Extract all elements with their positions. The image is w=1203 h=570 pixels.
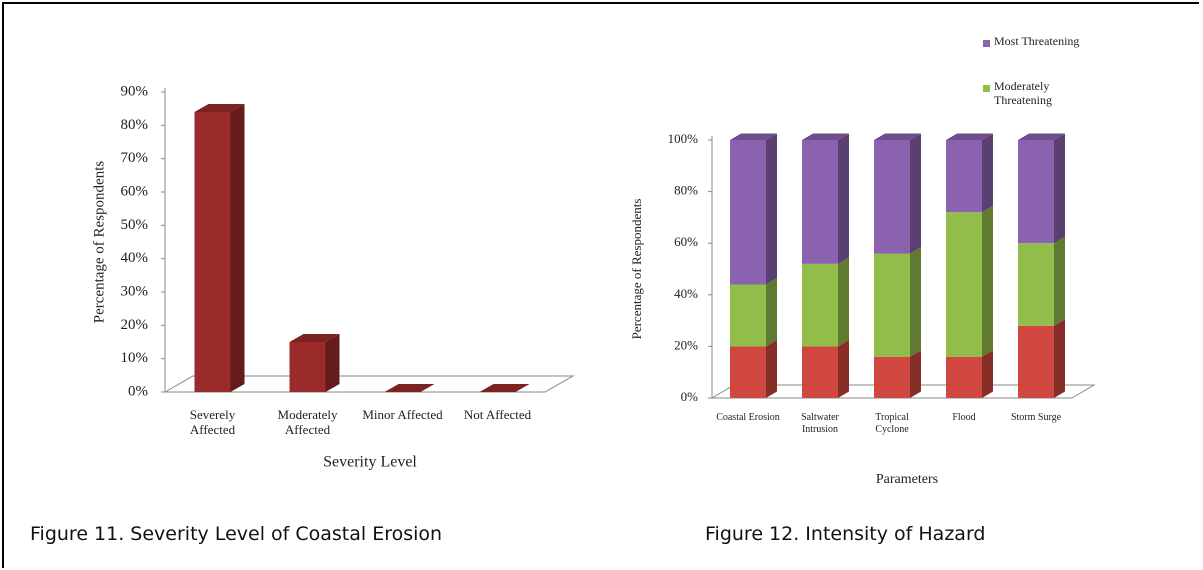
- y-tick-label: 40%: [121, 250, 149, 266]
- bar-top: [946, 133, 993, 140]
- bar-side: [910, 247, 921, 357]
- bar-side: [910, 350, 921, 398]
- bar-side: [325, 334, 340, 392]
- y-tick-label: 70%: [121, 150, 149, 166]
- bar-side: [838, 339, 849, 398]
- x-axis-label: Severity Level: [323, 454, 417, 471]
- bar-top: [874, 133, 921, 140]
- y-tick-label: 10%: [121, 350, 149, 366]
- bar: [946, 212, 982, 357]
- bar: [730, 284, 766, 347]
- legend-swatch: [983, 85, 990, 92]
- y-tick-label: 60%: [674, 234, 698, 249]
- bar: [802, 140, 838, 264]
- bar-side: [766, 339, 777, 398]
- caption: Figure 12. Intensity of Hazard: [705, 523, 986, 545]
- bar-side: [982, 350, 993, 398]
- legend-swatch: [983, 40, 990, 47]
- bar-side: [1054, 133, 1065, 244]
- bar: [1018, 325, 1054, 398]
- bar-side: [1054, 236, 1065, 326]
- y-axis-label: Percentage of Respondents: [91, 161, 107, 324]
- y-tick-label: 90%: [121, 83, 149, 99]
- y-axis-label: Percentage of Respondents: [629, 199, 644, 340]
- bar-side: [838, 257, 849, 347]
- y-tick-label: 20%: [674, 337, 698, 352]
- y-tick-label: 0%: [128, 383, 148, 399]
- bar: [946, 356, 982, 398]
- bar-top: [479, 384, 530, 392]
- legend-label: Moderately Threatening: [994, 79, 1052, 107]
- bar-top: [802, 133, 849, 140]
- caption: Figure 11. Severity Level of Coastal Ero…: [30, 523, 443, 545]
- bar: [194, 112, 231, 392]
- bar: [946, 140, 982, 213]
- y-tick-label: 0%: [681, 389, 699, 404]
- y-tick-label: 100%: [668, 131, 699, 146]
- x-tick-label: Severely Affected: [189, 407, 236, 437]
- bar-side: [982, 133, 993, 213]
- bar-top: [730, 133, 777, 140]
- bar: [730, 346, 766, 398]
- y-tick-label: 30%: [121, 283, 149, 299]
- bar-side: [766, 133, 777, 285]
- bar-top: [194, 104, 245, 112]
- x-tick-label: Flood: [952, 412, 976, 423]
- x-tick-label: Minor Affected: [362, 407, 443, 422]
- bar-top: [289, 334, 340, 342]
- bar: [1018, 140, 1054, 244]
- bar-top: [1018, 133, 1065, 140]
- bar-side: [982, 205, 993, 357]
- x-tick-label: Storm Surge: [1010, 412, 1062, 423]
- bar: [874, 356, 910, 398]
- y-tick-label: 20%: [121, 317, 149, 333]
- x-tick-label: Saltwater Intrusion: [801, 412, 839, 435]
- bar: [802, 263, 838, 347]
- x-axis-label: Parameters: [876, 472, 938, 487]
- bar: [874, 140, 910, 254]
- bar-side: [1054, 319, 1065, 398]
- bar: [289, 342, 326, 392]
- bar-side: [838, 133, 849, 264]
- y-tick-label: 40%: [674, 286, 698, 301]
- legend-label: Most Threatening: [994, 34, 1080, 48]
- bar: [1018, 243, 1054, 326]
- bar: [802, 346, 838, 398]
- bar-top: [384, 384, 435, 392]
- y-tick-label: 60%: [121, 183, 149, 199]
- x-tick-label: Not Affected: [463, 407, 532, 422]
- x-tick-label: Tropical Cyclone: [875, 412, 909, 435]
- y-tick-label: 80%: [121, 117, 149, 133]
- x-tick-label: Moderately Affected: [277, 407, 338, 437]
- bar-side: [230, 104, 245, 392]
- y-tick-label: 80%: [674, 183, 698, 198]
- bar-side: [910, 133, 921, 254]
- bar: [874, 253, 910, 357]
- bar: [730, 140, 766, 285]
- bar-side: [766, 277, 777, 347]
- x-tick-label: Coastal Erosion: [716, 412, 780, 423]
- y-tick-label: 50%: [121, 217, 149, 233]
